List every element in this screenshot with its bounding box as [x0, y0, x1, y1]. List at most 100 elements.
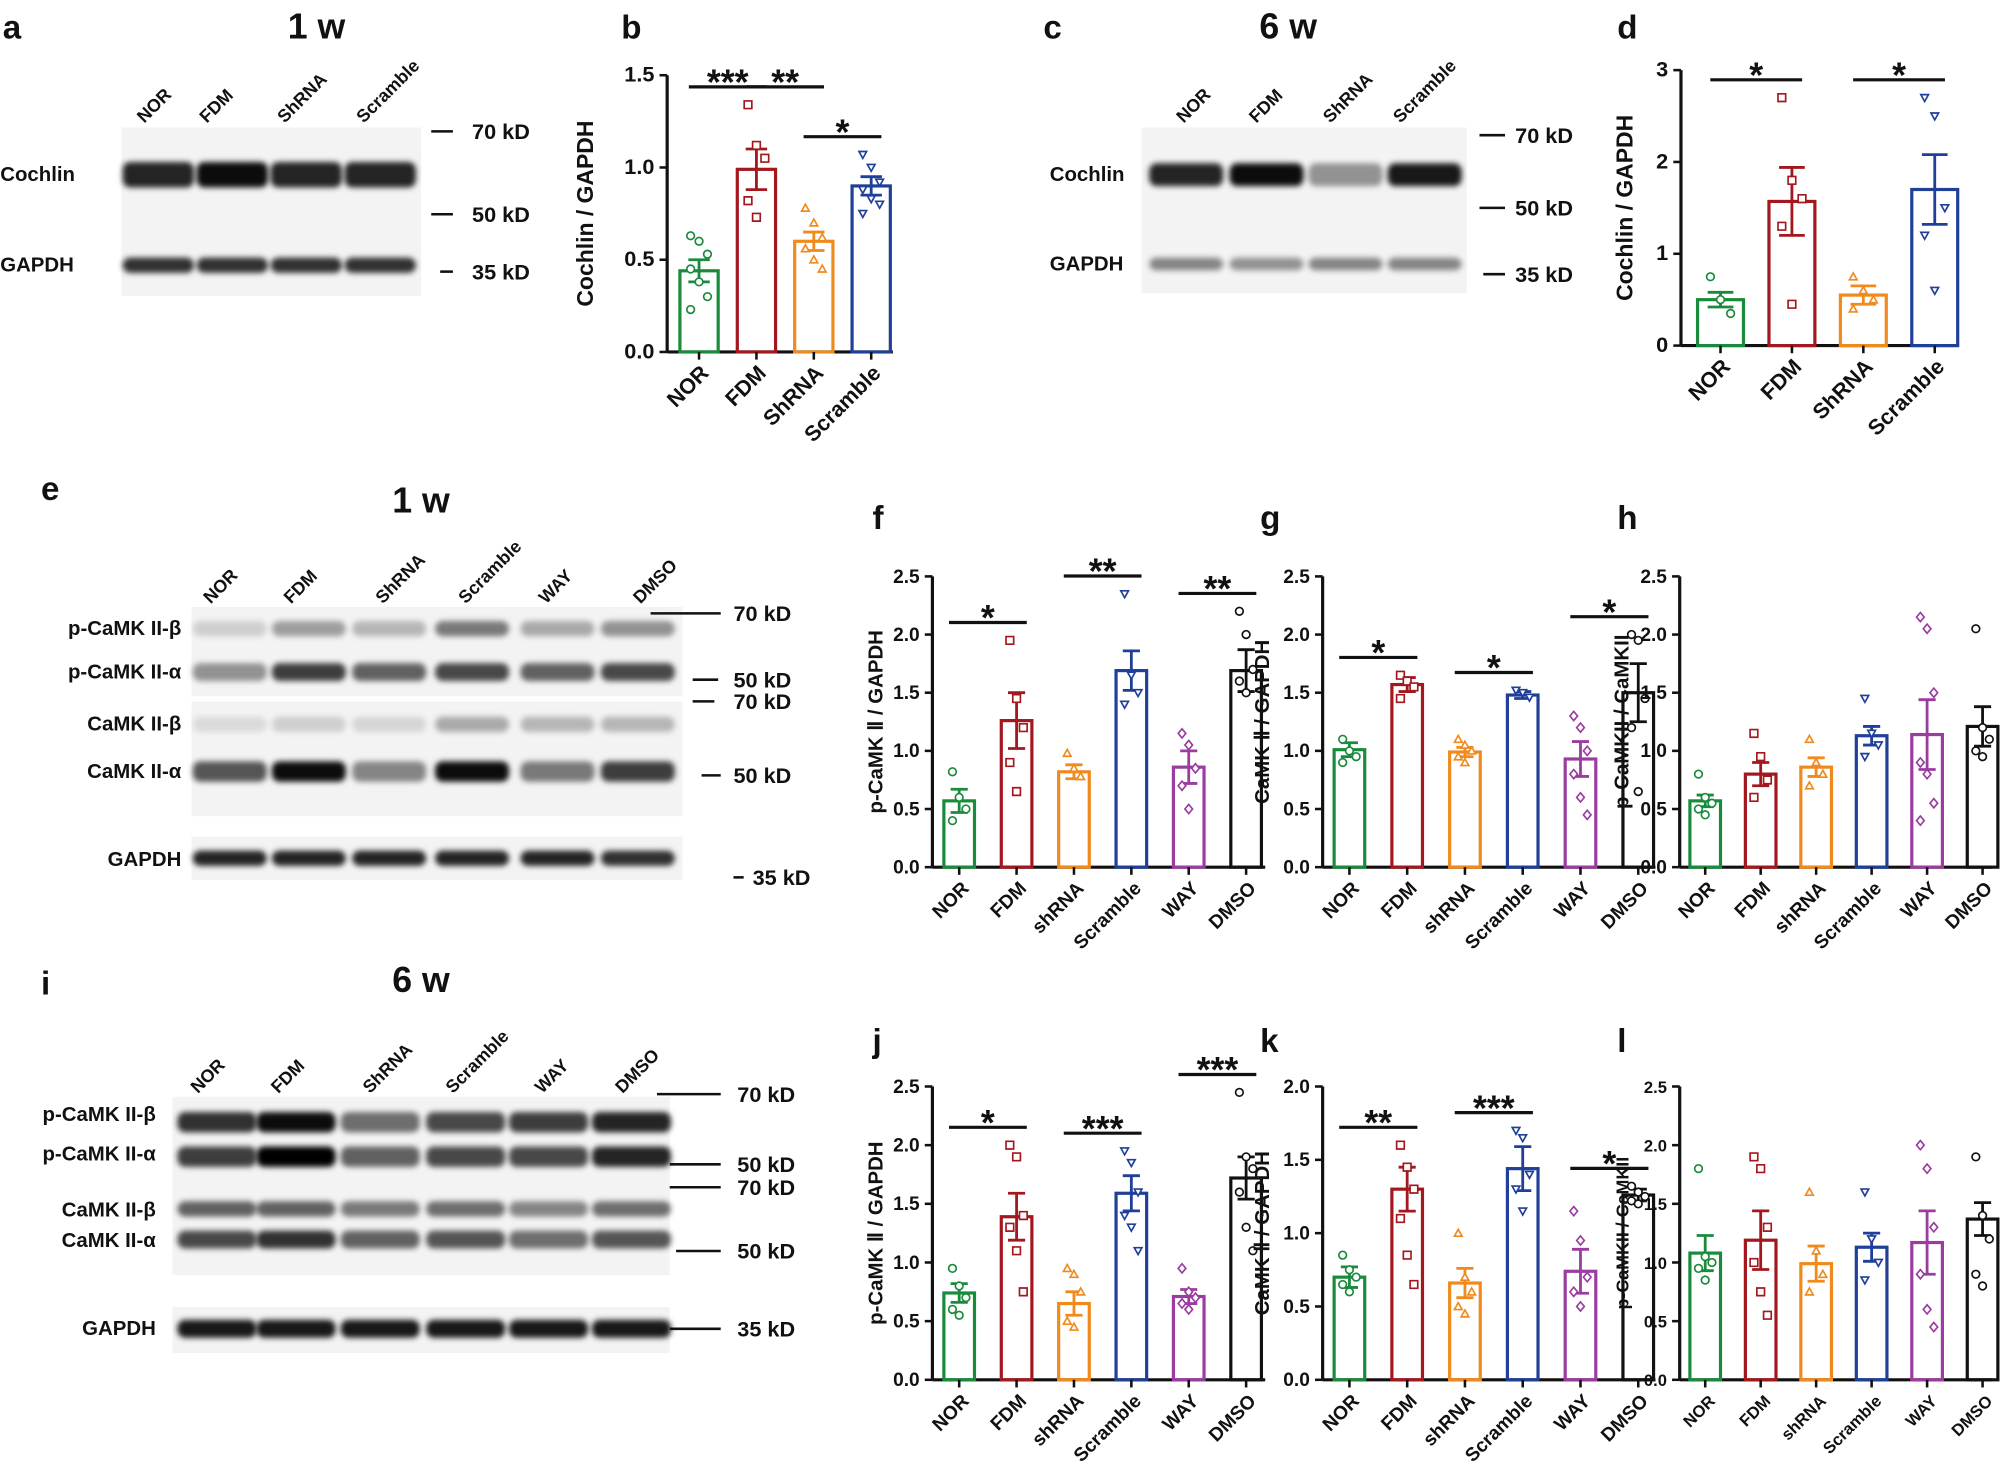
blot-band	[196, 257, 269, 273]
data-point	[1700, 810, 1710, 820]
lane-label: FDM	[1245, 85, 1286, 126]
panel-letter: g	[1260, 500, 1280, 537]
y-tick-label: 1.5	[624, 62, 654, 87]
data-point	[1929, 286, 1940, 297]
y-axis-label: p-CaMK Ⅱ / GAPDH	[866, 1141, 888, 1324]
blot-title: 1 w	[392, 481, 450, 521]
data-point	[1395, 1213, 1406, 1224]
bar	[1505, 693, 1540, 869]
data-point	[1395, 1140, 1406, 1150]
data-point	[1971, 624, 1981, 634]
data-point	[1626, 1181, 1637, 1191]
blot-band	[426, 1112, 506, 1133]
data-point	[1756, 1287, 1766, 1297]
x-tick-label: FDM	[1377, 878, 1421, 922]
data-point	[1459, 1271, 1471, 1282]
data-point	[1749, 1257, 1759, 1268]
blot-band	[1308, 163, 1383, 187]
panel-letter: c	[1043, 9, 1061, 46]
data-point	[1126, 671, 1137, 681]
data-point	[1119, 1147, 1130, 1157]
data-point	[1517, 1207, 1528, 1217]
data-point	[1971, 1152, 1981, 1162]
data-point	[1922, 622, 1933, 635]
blot-band	[591, 1146, 671, 1167]
blot-band	[256, 1146, 336, 1167]
lane-label: Scramble	[1389, 56, 1460, 127]
data-point	[685, 264, 696, 274]
significance-label: **	[1364, 1103, 1392, 1143]
data-point	[1626, 629, 1637, 640]
marker-label: 70 kD	[733, 689, 791, 714]
blot-band	[340, 1230, 420, 1249]
y-tick-label: 1.0	[1283, 741, 1310, 762]
marker-label: 50 kD	[737, 1152, 795, 1177]
blot-band	[271, 850, 346, 866]
blot-membrane	[191, 607, 683, 697]
y-tick-label: 1.5	[893, 1194, 920, 1215]
significance-label: *	[1371, 633, 1385, 673]
blot-band	[270, 257, 342, 273]
data-point	[1693, 769, 1704, 779]
y-tick-label: 1.5	[1283, 1150, 1310, 1171]
blot-band	[435, 621, 510, 637]
data-point	[1011, 693, 1022, 704]
data-point	[1922, 1162, 1933, 1175]
data-point	[1575, 721, 1586, 734]
blot-band	[520, 663, 595, 681]
panel-letter: d	[1617, 9, 1637, 46]
significance-label: *	[981, 1103, 995, 1143]
blot-band	[122, 257, 195, 273]
blot-band	[256, 1112, 336, 1133]
y-axis-label: p-CaMK Ⅱ / GAPDH	[866, 630, 888, 813]
blot-title: 6 w	[1259, 6, 1317, 46]
data-point	[947, 1304, 958, 1315]
data-point	[1700, 1275, 1710, 1285]
data-point	[1409, 1184, 1419, 1194]
y-tick-label: 1.5	[1283, 683, 1310, 704]
data-point	[1810, 1245, 1822, 1255]
significance-label: ***	[707, 63, 749, 103]
data-point	[1177, 727, 1187, 740]
data-point	[1119, 589, 1130, 600]
blot-band	[192, 621, 267, 637]
x-tick-label: WAY	[1897, 878, 1942, 923]
row-label: p-CaMK II-β	[43, 1104, 156, 1126]
data-point	[1568, 1205, 1579, 1218]
data-point	[1061, 747, 1073, 758]
row-label: GAPDH	[108, 849, 182, 871]
y-tick-label: 2	[1656, 148, 1668, 173]
row-label: CaMK II-α	[87, 761, 182, 783]
data-point	[1928, 797, 1939, 810]
y-tick-label: 2.0	[1283, 1077, 1310, 1098]
blot-band	[270, 161, 342, 188]
data-point	[1234, 676, 1245, 686]
panel-letter: l	[1617, 1023, 1626, 1060]
marker-label: 70 kD	[737, 1082, 795, 1107]
marker-label: 50 kD	[1515, 196, 1573, 221]
marker-label: 35 kD	[472, 259, 530, 284]
bar	[1799, 765, 1834, 869]
data-point	[1524, 693, 1535, 703]
data-point	[1177, 779, 1187, 792]
panel-letter: k	[1260, 1023, 1279, 1060]
data-point	[1119, 700, 1130, 710]
data-point	[1402, 1162, 1412, 1172]
data-point	[1919, 231, 1930, 241]
data-point	[1915, 1139, 1926, 1152]
bar	[1390, 682, 1425, 869]
blot-band	[1149, 257, 1224, 271]
x-tick-label: Scramble	[1863, 354, 1950, 441]
error-bar	[1629, 662, 1647, 724]
data-point	[1351, 752, 1361, 762]
data-point	[954, 792, 964, 803]
bar	[850, 184, 892, 354]
x-tick-label: FDM	[1736, 1392, 1775, 1431]
data-point	[857, 209, 869, 220]
data-point	[808, 254, 820, 264]
data-point	[1510, 1185, 1522, 1195]
data-point	[1640, 693, 1650, 704]
data-point	[1409, 1279, 1419, 1290]
data-point	[1984, 1234, 1994, 1244]
data-point	[1756, 1163, 1766, 1174]
